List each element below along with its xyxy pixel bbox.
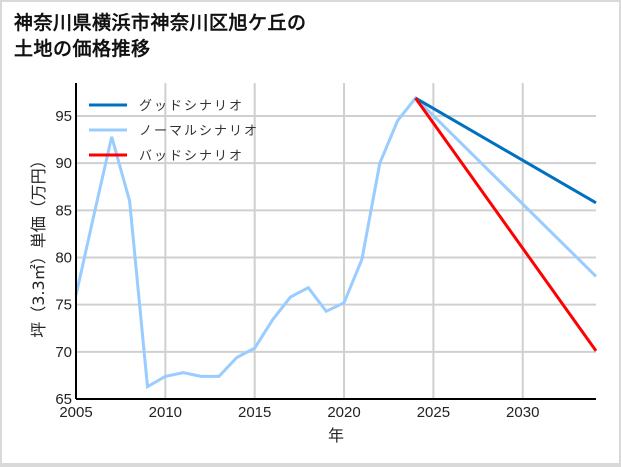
y-tick-label: 80	[55, 250, 72, 267]
legend-label: グッドシナリオ	[139, 99, 244, 114]
series-line	[74, 95, 598, 390]
y-tick-label: 85	[55, 202, 72, 219]
legend-label: ノーマルシナリオ	[139, 124, 259, 139]
x-tick-label: 2020	[327, 404, 360, 421]
y-tick-label: 90	[55, 155, 72, 172]
series-line	[414, 97, 598, 352]
x-tick-label: 2015	[238, 404, 271, 421]
tick-labels: 2005 2010 2015 2020 2025 2030 65 70 75 80 85 90 95	[55, 108, 539, 421]
x-tick-label: 2025	[417, 404, 450, 421]
legend-label: バッドシナリオ	[139, 149, 244, 164]
data-series	[74, 95, 598, 390]
y-tick-label: 75	[55, 297, 72, 314]
y-axis-label: 坪（3.3㎡）単価（万円）	[29, 152, 48, 337]
y-tick-label: 65	[55, 391, 72, 408]
y-tick-label: 95	[55, 108, 72, 125]
chart-title: 神奈川県横浜市神奈川区旭ケ丘の 土地の価格推移	[14, 12, 307, 60]
x-tick-label: 2010	[149, 404, 182, 421]
x-axis-label: 年	[328, 426, 344, 445]
x-tick-label: 2030	[506, 404, 539, 421]
x-tick-label: 2005	[59, 404, 92, 421]
axes	[75, 83, 596, 400]
series-line	[414, 96, 597, 205]
y-tick-label: 70	[55, 344, 72, 361]
